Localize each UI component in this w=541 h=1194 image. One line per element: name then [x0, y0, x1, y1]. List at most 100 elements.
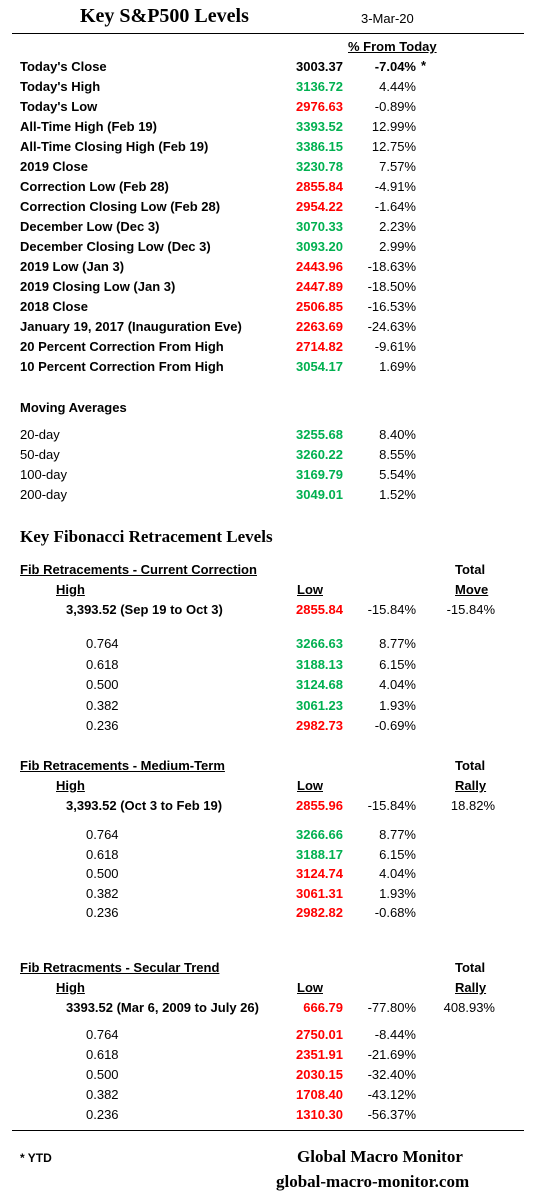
level-pct: 7.57%: [379, 159, 416, 174]
fib-total-header: Total: [455, 562, 486, 577]
fib-level: 0.382: [86, 886, 119, 901]
fib-level-pct: 6.15%: [379, 657, 416, 672]
fib-total-sub-header: Rally: [455, 980, 487, 995]
fib-level-pct: 8.77%: [379, 636, 416, 651]
level-label: January 19, 2017 (Inauguration Eve): [20, 319, 242, 334]
ma-pct: 8.40%: [379, 427, 416, 442]
fib-level-value: 3266.66: [296, 827, 343, 842]
level-value: 3054.17: [296, 359, 343, 374]
level-value: 3230.78: [296, 159, 343, 174]
ma-value: 3255.68: [296, 427, 343, 442]
level-pct: -0.89%: [374, 99, 416, 114]
level-label: 2019 Low (Jan 3): [20, 259, 125, 274]
fib-level-pct: 4.04%: [379, 866, 416, 881]
fib-level: 0.236: [86, 718, 119, 733]
fib-total-sub-header: Rally: [455, 778, 487, 793]
level-pct: 2.23%: [379, 219, 416, 234]
level-pct: -16.53%: [367, 299, 416, 314]
level-pct: 1.69%: [379, 359, 416, 374]
level-value: 2506.85: [296, 299, 343, 314]
fib-low-header: Low: [297, 582, 323, 597]
level-value: 2855.84: [296, 179, 343, 194]
fib-level-value: 3188.13: [296, 657, 343, 672]
fib-level-pct: -0.69%: [374, 718, 416, 733]
brand-name: Global Macro Monitor: [297, 1147, 463, 1166]
level-label: 2019 Close: [20, 159, 88, 174]
fib-level-value: 2750.01: [296, 1027, 343, 1042]
ma-label: 50-day: [20, 447, 60, 462]
level-label: 20 Percent Correction From High: [20, 339, 224, 354]
level-label: Today's Low: [20, 99, 98, 114]
fib-total-sub-header: Move: [455, 582, 489, 597]
fib-level: 0.382: [86, 1087, 119, 1102]
fib-low-pct: -15.84%: [367, 602, 416, 617]
level-pct: 4.44%: [379, 79, 416, 94]
fib-level-value: 3061.31: [296, 886, 343, 901]
ma-pct: 1.52%: [379, 487, 416, 502]
fib-level-value: 2982.82: [296, 905, 343, 920]
level-value: 2263.69: [296, 319, 343, 334]
level-label: Correction Closing Low (Feb 28): [20, 199, 221, 214]
fib-total-header: Total: [455, 960, 486, 975]
fib-level-pct: -43.12%: [367, 1087, 416, 1102]
fib-section-title: Fib Retracements - Medium-Term: [20, 758, 225, 773]
fib-level-value: 2351.91: [296, 1047, 343, 1062]
level-label: All-Time Closing High (Feb 19): [20, 139, 209, 154]
footnote: * YTD: [20, 1151, 52, 1165]
fib-title: Key Fibonacci Retracement Levels: [20, 527, 273, 546]
fib-level: 0.236: [86, 905, 119, 920]
fib-range: 3,393.52 (Oct 3 to Feb 19): [66, 798, 223, 813]
level-value: 2443.96: [296, 259, 343, 274]
fib-level-pct: -56.37%: [367, 1107, 416, 1122]
fib-low-header: Low: [297, 778, 323, 793]
fib-total-value: 18.82%: [450, 798, 495, 813]
level-value: 3386.15: [296, 139, 343, 154]
fib-level-pct: -8.44%: [374, 1027, 416, 1042]
moving-averages-title: Moving Averages: [20, 400, 127, 415]
level-pct: -4.91%: [374, 179, 416, 194]
fib-level-value: 3124.74: [296, 866, 343, 881]
level-pct: -18.63%: [367, 259, 416, 274]
fib-level-pct: -32.40%: [367, 1067, 416, 1082]
pct-from-today-header: % From Today: [348, 39, 437, 54]
fib-low-header: Low: [297, 980, 323, 995]
fib-low-value: 2855.96: [296, 798, 343, 813]
level-pct: 2.99%: [379, 239, 416, 254]
fib-level: 0.618: [86, 657, 119, 672]
level-pct: 12.99%: [371, 119, 416, 134]
fib-level: 0.236: [86, 1107, 119, 1122]
fib-low-pct: -15.84%: [367, 798, 416, 813]
fib-level-value: 3124.68: [296, 677, 343, 692]
fib-level-pct: 1.93%: [379, 698, 416, 713]
ma-label: 20-day: [20, 427, 60, 442]
level-value: 2447.89: [296, 279, 343, 294]
fib-high-header: High: [56, 980, 85, 995]
ma-value: 3260.22: [296, 447, 343, 462]
fib-level-pct: 8.77%: [379, 827, 416, 842]
level-value: 3136.72: [296, 79, 343, 94]
fib-level: 0.500: [86, 1067, 119, 1082]
level-pct: -7.04%: [374, 59, 416, 74]
level-pct: -18.50%: [367, 279, 416, 294]
ma-value: 3049.01: [296, 487, 343, 502]
fib-level: 0.500: [86, 866, 119, 881]
fib-level-pct: 6.15%: [379, 847, 416, 862]
fib-high-header: High: [56, 582, 85, 597]
fib-level-value: 2982.73: [296, 718, 343, 733]
level-pct: -24.63%: [367, 319, 416, 334]
header-divider: [12, 33, 524, 34]
level-value: 3393.52: [296, 119, 343, 134]
level-label: 2019 Closing Low (Jan 3): [20, 279, 176, 294]
fib-level-value: 1310.30: [296, 1107, 343, 1122]
fib-low-value: 2855.84: [296, 602, 343, 617]
ma-pct: 5.54%: [379, 467, 416, 482]
ma-value: 3169.79: [296, 467, 343, 482]
fib-level-value: 2030.15: [296, 1067, 343, 1082]
level-value: 3003.37: [296, 59, 343, 74]
page-title: Key S&P500 Levels: [80, 5, 249, 27]
level-pct: 12.75%: [371, 139, 416, 154]
fib-level-pct: 4.04%: [379, 677, 416, 692]
fib-level-value: 3266.63: [296, 636, 343, 651]
level-value: 2954.22: [296, 199, 343, 214]
level-label: Today's High: [20, 79, 101, 94]
